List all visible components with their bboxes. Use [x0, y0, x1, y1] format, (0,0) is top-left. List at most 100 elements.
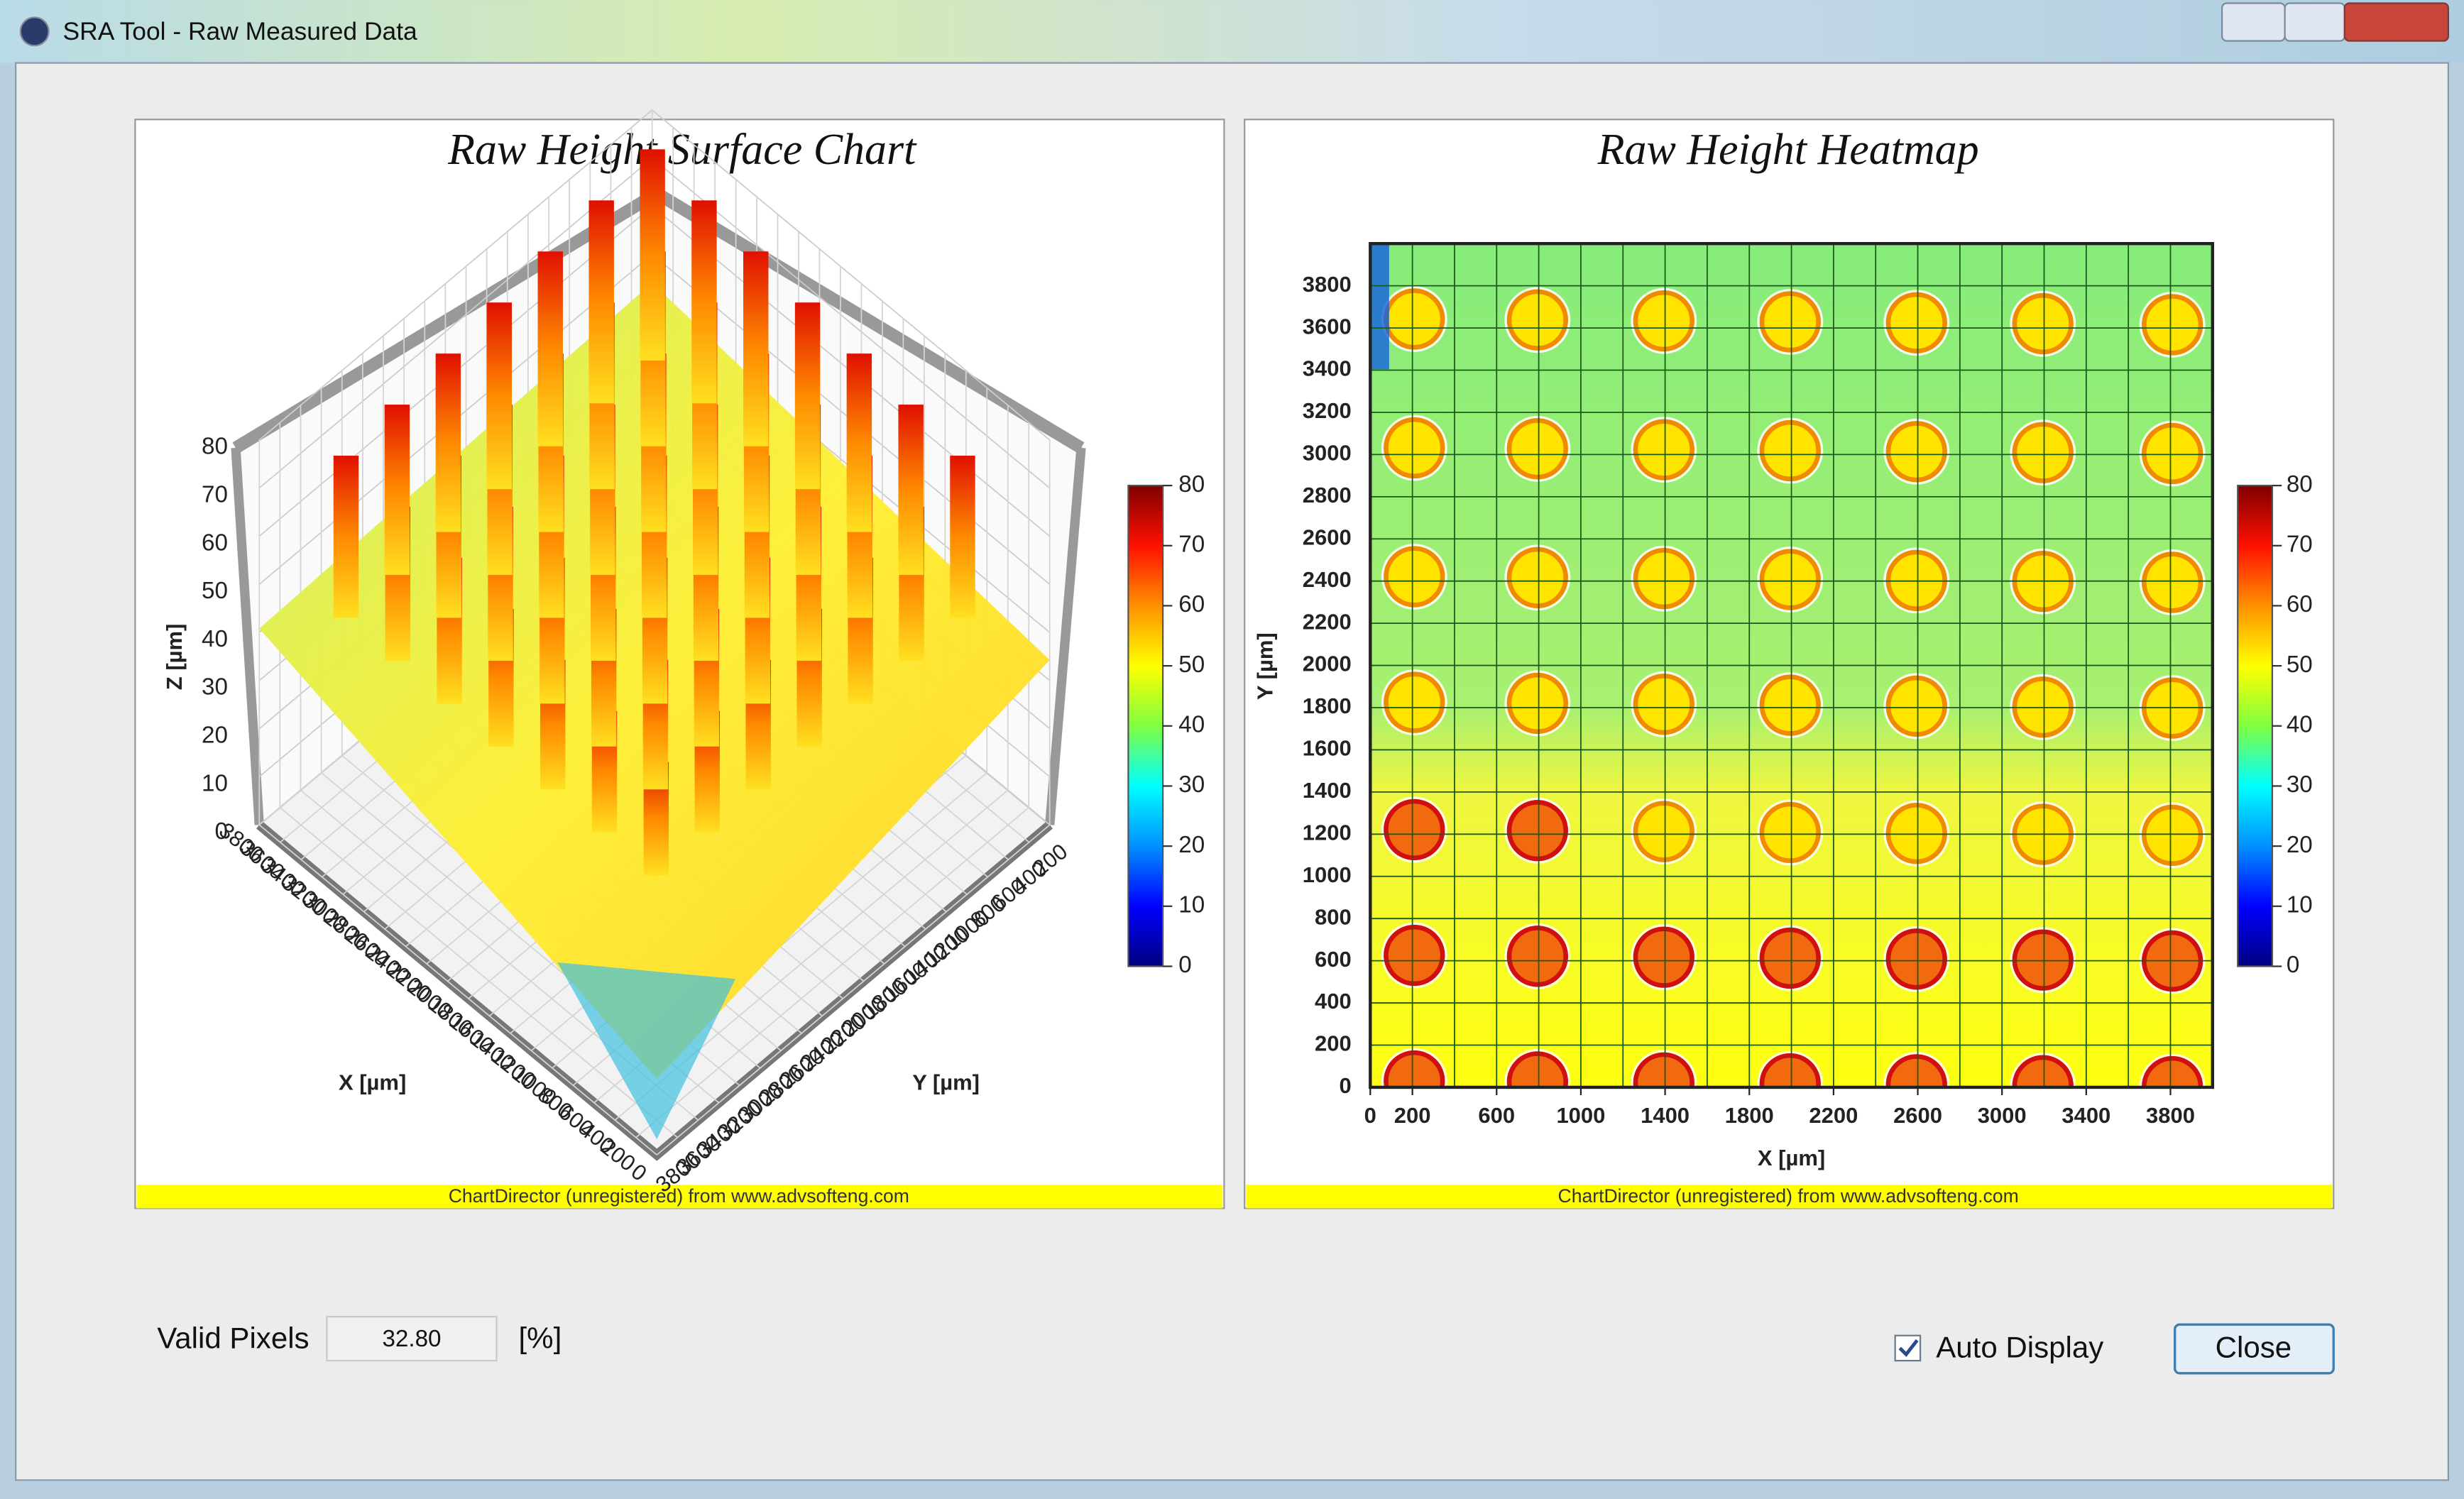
z-tick-label: 60 [202, 529, 228, 556]
spot [1506, 926, 1568, 987]
spot [1384, 546, 1445, 608]
pillar [333, 456, 359, 618]
y-tick-label: 0 [1340, 1073, 1352, 1098]
spot [1384, 1050, 1445, 1087]
colorbar [1127, 485, 1164, 967]
y-tick-label: 2600 [1303, 525, 1352, 549]
spot [2141, 551, 2203, 613]
spot [2141, 294, 2203, 356]
colorbar-tick-label: 70 [2287, 532, 2313, 558]
z-tick-label: 30 [202, 674, 228, 701]
colorbar-tick-label: 10 [1178, 892, 1205, 918]
z-tick-label: 40 [202, 626, 228, 652]
colorbar-tick-label: 10 [2287, 892, 2313, 918]
pillar [691, 200, 717, 404]
box-rim [231, 447, 264, 825]
z-tick-label: 20 [202, 723, 228, 749]
spot [1506, 1051, 1568, 1087]
y-tick-label: 1600 [1303, 736, 1352, 761]
colorbar-tick-label: 80 [2287, 471, 2313, 498]
spot [1506, 672, 1568, 735]
spot [1885, 803, 1947, 864]
y-tick-label: 1400 [1303, 778, 1352, 803]
footer: ChartDirector (unregistered) from www.ad… [449, 1185, 909, 1207]
spot [1633, 419, 1694, 481]
app-icon [19, 16, 50, 47]
spot [1759, 1053, 1821, 1087]
y-tick-label: 2400 [1303, 567, 1352, 592]
close-button[interactable] [2174, 1323, 2335, 1375]
spot [1885, 1054, 1947, 1087]
z-axis-label: Z [µm] [162, 624, 187, 691]
pillar [435, 353, 461, 532]
spot [2012, 929, 2074, 991]
heatmap-cells [1370, 243, 2213, 1087]
y-axis-label: Y [µm] [912, 1070, 980, 1095]
colorbar-tick-label: 20 [2287, 832, 2313, 858]
footer-bar [1246, 1185, 2333, 1209]
maximize-button[interactable] [2284, 2, 2345, 42]
x-tick-label: 600 [1478, 1103, 1515, 1128]
x-axis-label: X [µm] [339, 1070, 406, 1095]
spot [1759, 927, 1821, 989]
spot [1384, 924, 1445, 987]
y-tick-label: 2200 [1303, 609, 1352, 634]
spot [1384, 798, 1445, 861]
grid-line [300, 405, 699, 1121]
spot [1633, 547, 1694, 610]
spot [1506, 418, 1568, 480]
x-tick-label: 200 [1394, 1103, 1431, 1128]
auto-display-checkbox[interactable] [1894, 1334, 1922, 1362]
y-tick-label: 2800 [1303, 483, 1352, 507]
z-tick-label: 80 [202, 434, 228, 460]
close-button-label: Close [2216, 1331, 2292, 1364]
y-tick-label: 3600 [1303, 314, 1352, 339]
heatmap-title: Raw Height Heatmap [1597, 126, 1979, 174]
colorbar-tick-label: 60 [2287, 591, 2313, 617]
spot [1384, 417, 1445, 479]
spot [1759, 674, 1821, 736]
x-tick-label: 0 [1364, 1103, 1376, 1128]
y-tick-label: 600 [1315, 947, 1352, 972]
auto-display-label: Auto Display [1936, 1331, 2103, 1364]
valid-pixels-value: 32.80 [382, 1326, 441, 1352]
checkmark [1898, 1339, 1919, 1357]
spot [2141, 422, 2203, 485]
spot [1759, 419, 1821, 482]
z-tick-label: 50 [202, 578, 228, 604]
spot [1885, 675, 1947, 737]
spot [1633, 801, 1694, 862]
grid-line [279, 422, 678, 1138]
plot-border [1369, 241, 2215, 1089]
surface [258, 109, 1051, 1155]
colorbar-tick-label: 70 [1178, 532, 1205, 558]
colorbar-tick-label: 50 [1178, 652, 1205, 678]
spot [1384, 288, 1445, 350]
pillar [898, 405, 924, 576]
y-tick-label: 3000 [1303, 441, 1352, 466]
pillar [640, 149, 665, 361]
x-tick-label: 1800 [1725, 1103, 1774, 1128]
spot [1506, 547, 1568, 608]
x-tick-label: 2200 [1809, 1103, 1858, 1128]
window-title: SRA Tool - Raw Measured Data [63, 17, 418, 45]
y-tick-label: 200 [1315, 1031, 1352, 1056]
x-tick-label: 3400 [2061, 1103, 2110, 1128]
spot [2012, 292, 2074, 355]
spot [2012, 422, 2074, 483]
y-tick-label: 1800 [1303, 693, 1352, 718]
box-rim [1045, 447, 1086, 825]
colorbar-tick-label: 40 [1178, 712, 1205, 738]
colorbar-tick-label: 50 [2287, 652, 2313, 678]
valid-pixels-field[interactable] [326, 1316, 498, 1362]
spot [1506, 800, 1568, 862]
pillar [486, 302, 513, 490]
minimize-button[interactable] [2221, 2, 2286, 42]
close-window-button[interactable] [2343, 2, 2449, 42]
spot [1759, 291, 1821, 353]
spot [1633, 1052, 1694, 1087]
x-tick-label: 2600 [1893, 1103, 1942, 1128]
surface-dip [557, 962, 735, 1139]
